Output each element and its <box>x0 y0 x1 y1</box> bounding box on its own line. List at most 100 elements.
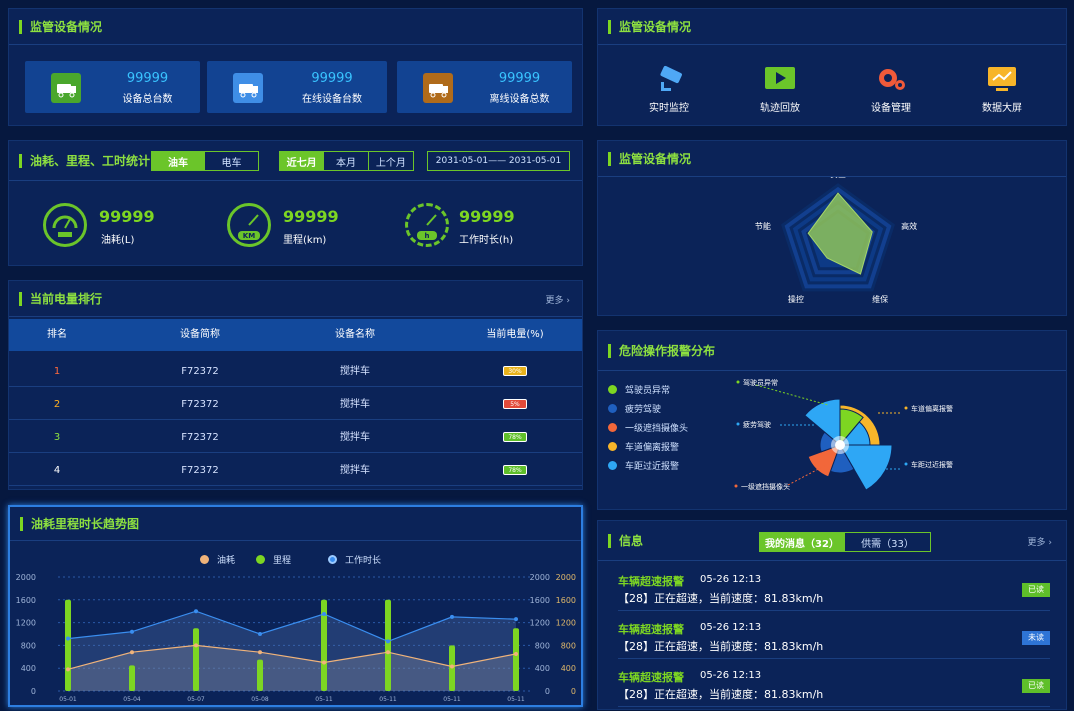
device-name-cell: 搅拌车 <box>340 366 370 377</box>
fuel-point[interactable] <box>194 643 198 648</box>
radar-area <box>807 192 873 275</box>
short-name-cell: F72372 <box>181 465 219 476</box>
radar-panel: 监管设备情况 安全高效维保 操控 节能 <box>597 140 1067 316</box>
message-item[interactable]: 车辆超速报警 05-26 12:13 【28】正在超速，当前速度：81.83km/h… <box>618 611 1050 659</box>
message-item[interactable]: 车辆超速报警 05-26 12:13 【28】正在超速，当前速度：81.83km/h… <box>618 659 1050 707</box>
fuel-point[interactable] <box>450 664 454 669</box>
legend-item[interactable]: 一级遮挡摄像头 <box>608 421 688 434</box>
radar-axis-label: 操控 <box>788 294 804 304</box>
alarm-distribution-panel: 危险操作报警分布 驾驶员异常 疲劳驾驶 一级遮挡摄像头 车道偏离报警 车距过近报警 驾驶… <box>597 330 1067 510</box>
legend-item[interactable]: 驾驶员异常 <box>608 383 670 396</box>
mileage-bar[interactable] <box>513 628 519 691</box>
read-status-badge[interactable]: 未读 <box>1022 631 1050 645</box>
tab-my-messages[interactable]: 我的消息（32） <box>760 533 845 551</box>
fuel-point[interactable] <box>66 667 70 672</box>
more-link[interactable]: 更多 › <box>545 296 570 306</box>
quick-item-big-screen[interactable]: 数据大屏 <box>957 65 1047 114</box>
fuel-point[interactable] <box>514 651 518 656</box>
tab-electric-vehicle[interactable]: 电车 <box>221 157 242 169</box>
more-link[interactable]: 更多 › <box>1027 538 1052 548</box>
legend-dot <box>608 385 617 394</box>
tab-this-month[interactable]: 本月 <box>324 152 369 170</box>
read-status-badge[interactable]: 已读 <box>1022 679 1050 693</box>
fuel-point[interactable] <box>386 650 390 655</box>
tab-last-month[interactable]: 上个月 <box>375 157 406 169</box>
fuel-area <box>68 645 516 691</box>
message-title: 车辆超速报警 <box>618 623 684 636</box>
legend-hours[interactable]: 工作时长 <box>328 553 381 566</box>
gauge-value: 99999 <box>99 207 155 226</box>
stat-card-total[interactable]: 99999 设备总台数 <box>25 61 200 113</box>
play-icon <box>764 65 796 93</box>
message-item[interactable]: 车辆超速报警 05-26 12:13 【28】正在超速，当前速度：81.83km/h… <box>618 563 1050 611</box>
mileage-bar[interactable] <box>129 665 135 691</box>
panel-header: 监管设备情况 <box>9 9 582 45</box>
device-name-cell: 搅拌车 <box>340 465 370 476</box>
hours-point[interactable] <box>194 609 198 614</box>
fuel-point[interactable] <box>322 660 326 665</box>
panel-title: 危险操作报警分布 <box>619 344 716 358</box>
hours-point[interactable] <box>66 636 70 641</box>
battery-cell: 30% <box>415 355 615 387</box>
table-row[interactable]: 4 F72372 搅拌车 78% <box>9 454 582 486</box>
legend-mileage[interactable]: 里程 <box>256 553 291 566</box>
hours-point[interactable] <box>386 639 390 644</box>
mileage-bar[interactable] <box>321 599 327 691</box>
mileage-bar[interactable] <box>385 599 391 691</box>
gauge-label: 里程(km) <box>283 235 327 246</box>
quick-access-panel: 监管设备情况 实时监控 轨迹回放 设备管理 数据大屏 <box>597 8 1067 126</box>
legend-label: 工作时长 <box>345 556 382 566</box>
legend-item[interactable]: 车距过近报警 <box>608 459 679 472</box>
hours-point[interactable] <box>322 612 326 617</box>
stat-card-online[interactable]: 99999 在线设备台数 <box>207 61 387 113</box>
message-title: 车辆超速报警 <box>618 671 684 684</box>
table-row[interactable]: 2 F72372 搅拌车 5% <box>9 388 582 420</box>
callout-dot <box>736 380 740 384</box>
column-header: 排名 <box>47 329 67 340</box>
legend-label: 驾驶员异常 <box>625 386 671 396</box>
legend-item[interactable]: 车道偏离报警 <box>608 440 679 453</box>
stat-value: 99999 <box>311 71 353 86</box>
table-row[interactable]: 3 F72372 搅拌车 78% <box>9 421 582 453</box>
quick-item-playback[interactable]: 轨迹回放 <box>735 65 825 114</box>
tab-fuel-vehicle[interactable]: 油车 <box>152 152 206 170</box>
legend-fuel[interactable]: 油耗 <box>200 553 235 566</box>
tab-last-seven-months[interactable]: 近七月 <box>280 152 325 170</box>
hours-point[interactable] <box>450 614 454 619</box>
fuel-point[interactable] <box>130 650 134 655</box>
panel-title: 监管设备情况 <box>619 20 692 34</box>
mileage-bar[interactable] <box>65 599 71 691</box>
monitor-chart-icon <box>986 65 1018 93</box>
battery-badge: 30% <box>503 366 527 376</box>
hours-point[interactable] <box>258 632 262 636</box>
hours-point[interactable] <box>514 617 518 622</box>
stat-card-offline[interactable]: 99999 离线设备总数 <box>397 61 572 113</box>
quick-item-device-mgmt[interactable]: 设备管理 <box>846 65 936 114</box>
legend-dot <box>608 442 617 451</box>
callout-label: 一级遮挡摄像头 <box>741 482 790 491</box>
radar-axis-label: 维保 <box>872 294 888 304</box>
table-row[interactable]: 1 F72372 搅拌车 30% <box>9 355 582 387</box>
mileage-bar[interactable] <box>193 628 199 691</box>
tab-supply-demand[interactable]: 供需（33） <box>861 538 914 550</box>
radar-axis-label: 节能 <box>755 221 771 231</box>
legend-item[interactable]: 疲劳驾驶 <box>608 402 661 415</box>
read-status-badge[interactable]: 已读 <box>1022 583 1050 597</box>
panel-header: 监管设备情况 <box>598 9 1066 45</box>
quick-item-monitor[interactable]: 实时监控 <box>624 65 714 114</box>
legend-label: 油耗 <box>217 556 236 566</box>
hours-point[interactable] <box>130 629 134 634</box>
radar-chart: 安全高效维保 操控 节能 <box>755 177 917 304</box>
gauge-unit: KM <box>243 232 255 240</box>
hour-gauge-icon: h <box>405 203 449 247</box>
column-header: 设备简称 <box>180 329 220 340</box>
trend-chart-panel[interactable]: 油耗里程时长趋势图 油耗 里程 工作时长 2000 2000 2000 1600 160… <box>8 505 583 707</box>
truck-icon <box>423 73 453 103</box>
fuel-point[interactable] <box>258 650 262 655</box>
device-overview-panel: 监管设备情况 99999 设备总台数 99999 在线设备台数 99999 离线… <box>8 8 583 126</box>
date-range-picker[interactable]: 2031-05-01—— 2031-05-01 <box>427 151 570 171</box>
mileage-bar[interactable] <box>257 659 263 691</box>
gear-icon <box>875 65 907 93</box>
quick-item-label: 数据大屏 <box>982 103 1022 114</box>
